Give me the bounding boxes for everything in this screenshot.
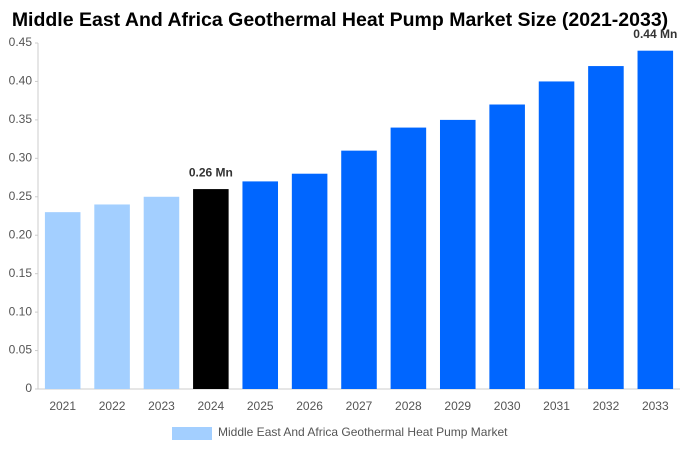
x-tick-label: 2025: [247, 399, 274, 413]
x-tick-label: 2022: [99, 399, 126, 413]
bar: [489, 104, 525, 389]
x-tick-label: 2026: [296, 399, 323, 413]
bar: [439, 119, 476, 389]
x-tick-label: 2032: [593, 399, 620, 413]
y-tick-label: 0.30: [9, 151, 33, 165]
bar: [637, 50, 674, 389]
y-tick-label: 0: [25, 381, 32, 395]
data-label: 0.44 Mn: [633, 27, 677, 41]
y-tick-label: 0.10: [9, 304, 33, 318]
bar: [291, 173, 328, 389]
y-tick-label: 0.05: [9, 343, 33, 357]
data-label: 0.26 Mn: [189, 165, 233, 179]
x-tick-label: 2030: [494, 399, 521, 413]
bar: [44, 212, 81, 389]
bar: [94, 204, 130, 389]
y-tick-label: 0.15: [9, 266, 33, 280]
bar: [341, 150, 377, 389]
x-tick-label: 2024: [197, 399, 224, 413]
x-tick-label: 2033: [642, 399, 669, 413]
bar: [193, 189, 229, 389]
chart-title: Middle East And Africa Geothermal Heat P…: [12, 9, 668, 31]
y-tick-label: 0.25: [9, 189, 33, 203]
x-tick-label: 2021: [49, 399, 76, 413]
bar: [242, 181, 279, 389]
x-tick-label: 2031: [543, 399, 570, 413]
x-tick-label: 2029: [444, 399, 471, 413]
y-tick-label: 0.35: [9, 112, 33, 126]
bar: [538, 81, 575, 389]
legend-label: Middle East And Africa Geothermal Heat P…: [218, 425, 508, 439]
y-tick-label: 0.20: [9, 227, 33, 241]
legend-swatch: [172, 427, 212, 440]
y-tick-label: 0.40: [9, 74, 33, 88]
bar: [143, 196, 180, 389]
bar: [390, 127, 427, 390]
y-tick-label: 0.45: [9, 35, 33, 49]
bar: [588, 66, 624, 390]
x-tick-label: 2023: [148, 399, 175, 413]
x-tick-label: 2027: [346, 399, 373, 413]
x-tick-label: 2028: [395, 399, 422, 413]
